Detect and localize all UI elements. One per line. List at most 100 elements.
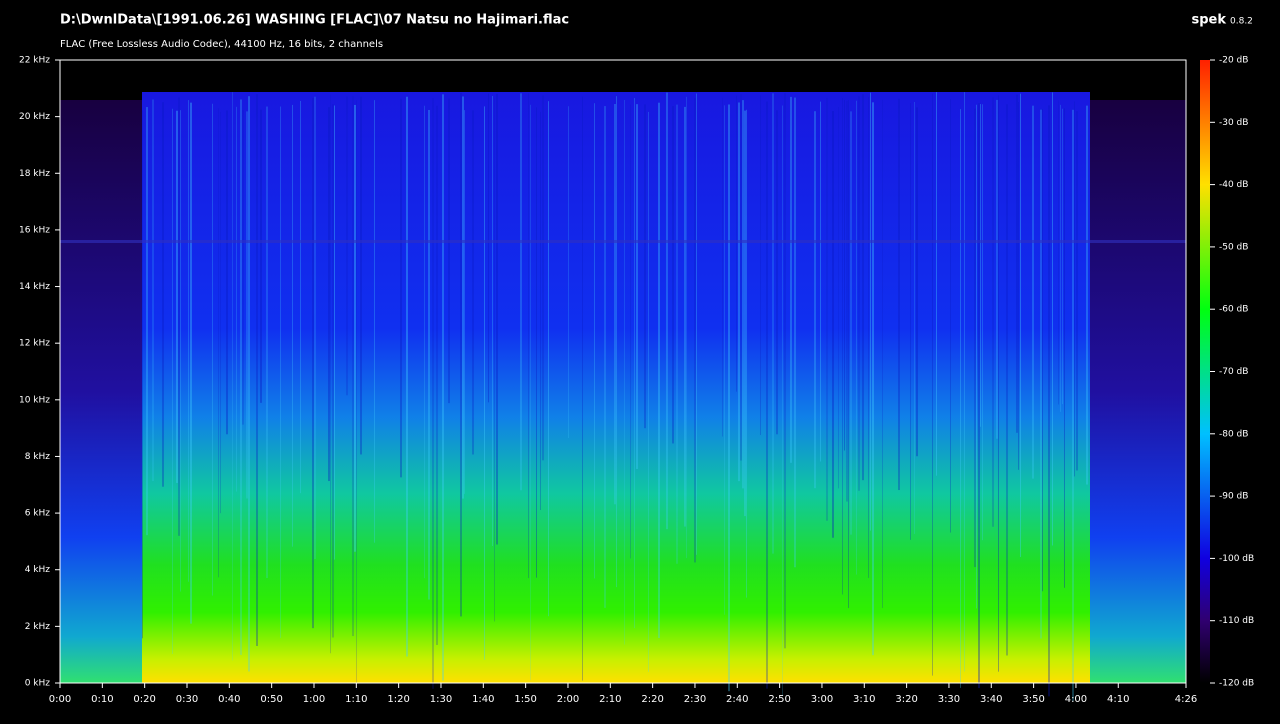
- texture-stripe: [936, 92, 937, 476]
- y-tick-label: 18 kHz: [19, 169, 50, 179]
- texture-stripe: [256, 94, 258, 646]
- texture-stripe: [1020, 93, 1021, 557]
- texture-stripe: [996, 99, 998, 439]
- spectrogram-line: [60, 240, 1186, 243]
- texture-stripe: [1048, 105, 1050, 697]
- texture-stripe: [826, 97, 828, 521]
- texture-stripe: [530, 104, 531, 681]
- texture-stripe: [846, 100, 848, 502]
- texture-stripe: [630, 104, 631, 559]
- texture-stripe: [312, 97, 314, 629]
- x-tick-label: 0:00: [49, 694, 71, 705]
- texture-stripe: [236, 106, 237, 492]
- x-tick-label: 4:26: [1175, 694, 1197, 705]
- texture-stripe: [658, 102, 660, 639]
- spectrogram-intro: [60, 100, 142, 683]
- x-tick-label: 2:40: [726, 694, 748, 705]
- texture-stripe: [964, 92, 965, 672]
- texture-stripe: [232, 92, 233, 661]
- texture-stripe: [932, 93, 933, 676]
- texture-stripe: [672, 106, 674, 444]
- app-name: spek: [1191, 13, 1226, 28]
- texture-stripe: [728, 104, 730, 692]
- app-version: 0.8.2: [1230, 17, 1253, 27]
- x-tick-label: 2:30: [684, 694, 706, 705]
- texture-stripe: [424, 105, 425, 579]
- texture-stripe: [832, 111, 834, 538]
- texture-stripe: [1052, 92, 1053, 546]
- texture-stripe: [980, 104, 981, 427]
- texture-stripe: [684, 106, 686, 527]
- texture-stripe: [1006, 104, 1008, 656]
- texture-stripe: [142, 110, 143, 639]
- texture-stripe: [548, 101, 549, 617]
- texture-stripe: [248, 96, 250, 672]
- x-tick-label: 3:50: [1022, 694, 1044, 705]
- texture-stripe: [772, 93, 774, 554]
- texture-stripe: [464, 110, 465, 494]
- texture-stripe: [916, 107, 918, 457]
- x-tick-label: 3:20: [895, 694, 917, 705]
- x-tick-label: 3:40: [980, 694, 1002, 705]
- y-tick-label: 10 kHz: [19, 395, 50, 405]
- texture-stripe: [644, 104, 646, 429]
- texture-stripe: [260, 109, 262, 403]
- texture-stripe: [432, 98, 434, 689]
- texture-stripe: [172, 108, 173, 654]
- texture-stripe: [790, 96, 792, 463]
- texture-stripe: [528, 93, 529, 579]
- texture-stripe: [850, 111, 852, 535]
- texture-stripe: [1032, 105, 1034, 479]
- texture-stripe: [694, 98, 696, 563]
- texture-stripe: [178, 97, 180, 536]
- x-tick-label: 2:10: [599, 694, 621, 705]
- texture-stripe: [568, 106, 569, 439]
- texture-stripe: [334, 105, 335, 560]
- texture-stripe: [738, 102, 740, 482]
- x-tick-label: 4:00: [1065, 694, 1087, 705]
- colorbar-tick-label: -120 dB: [1219, 679, 1254, 689]
- texture-stripe: [614, 104, 616, 505]
- y-tick-label: 12 kHz: [19, 339, 50, 349]
- texture-stripe: [188, 100, 189, 582]
- texture-stripe: [760, 95, 761, 436]
- texture-stripe: [540, 111, 541, 511]
- x-tick-label: 2:50: [768, 694, 790, 705]
- texture-stripe: [740, 94, 742, 461]
- texture-stripe: [162, 102, 164, 487]
- texture-stripe: [736, 95, 737, 392]
- texture-stripe: [314, 96, 316, 559]
- texture-stripe: [870, 92, 871, 531]
- x-tick-label: 0:40: [218, 694, 240, 705]
- x-tick-label: 1:00: [303, 694, 325, 705]
- texture-stripe: [978, 103, 980, 689]
- x-tick-label: 0:20: [133, 694, 155, 705]
- x-tick-label: 4:10: [1107, 694, 1129, 705]
- texture-stripe: [242, 110, 244, 425]
- texture-stripe: [782, 105, 783, 697]
- texture-stripe: [976, 104, 977, 609]
- texture-stripe: [1042, 109, 1043, 592]
- texture-stripe: [492, 95, 493, 547]
- texture-stripe: [484, 106, 485, 660]
- texture-stripe: [1064, 108, 1065, 588]
- texture-stripe: [858, 96, 860, 491]
- texture-stripe: [744, 110, 746, 517]
- texture-stripe: [594, 103, 595, 579]
- texture-stripe: [842, 98, 843, 595]
- texture-stripe: [488, 93, 489, 403]
- texture-stripe: [766, 101, 768, 689]
- texture-stripe: [910, 103, 911, 540]
- texture-stripe: [648, 111, 649, 672]
- plot-frame: [59, 59, 1187, 684]
- texture-stripe: [856, 100, 857, 575]
- texture-stripe: [332, 104, 334, 638]
- texture-stripe: [960, 109, 961, 688]
- texture-stripe: [146, 107, 148, 536]
- texture-stripe: [862, 94, 864, 481]
- texture-stripe: [448, 98, 450, 404]
- x-tick-label: 3:10: [853, 694, 875, 705]
- texture-stripe: [882, 99, 883, 609]
- texture-stripe: [1016, 94, 1018, 433]
- texture-stripe: [536, 107, 537, 578]
